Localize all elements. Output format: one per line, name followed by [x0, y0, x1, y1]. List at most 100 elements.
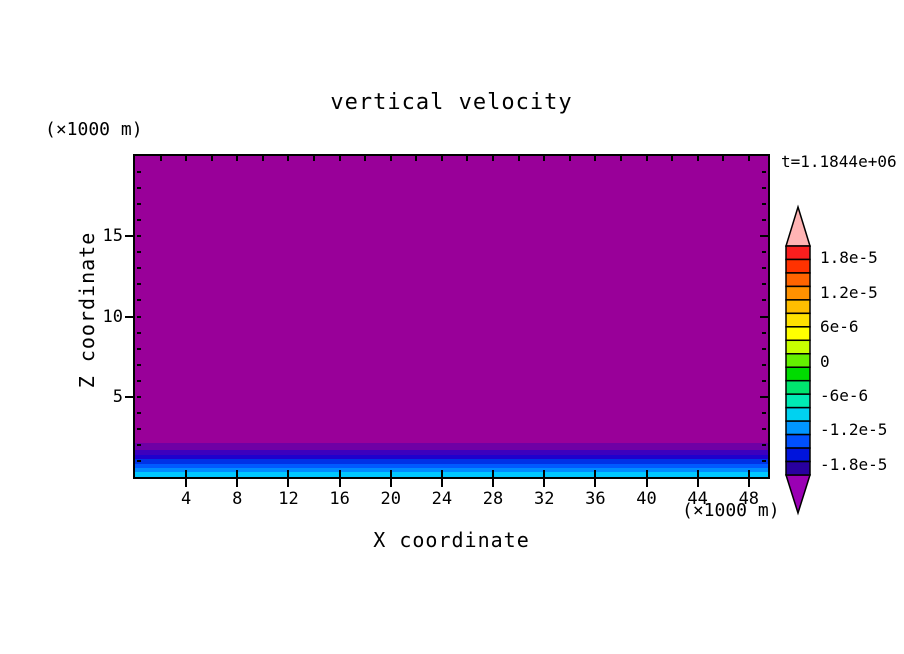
x-major-tick-in	[645, 470, 648, 477]
z-minor-tick-left	[137, 235, 141, 238]
z-minor-tick-right	[762, 443, 766, 446]
z-minor-tick-right	[762, 331, 766, 334]
x-minor-tick-top	[185, 156, 188, 161]
colorbar-tick-label: 1.8e-5	[820, 248, 878, 268]
x-major-tick-out	[389, 479, 392, 487]
x-minor-tick-top	[287, 156, 290, 161]
z-minor-tick-right	[762, 459, 766, 462]
x-tick-label: 44	[687, 489, 708, 509]
z-minor-tick-left	[137, 379, 141, 382]
x-major-tick-out	[594, 479, 597, 487]
z-minor-tick-right	[762, 363, 766, 366]
x-tick-label: 16	[329, 489, 350, 509]
x-tick-label: 4	[181, 489, 192, 509]
field-band	[135, 455, 768, 459]
x-axis-title: X coordinate	[373, 528, 530, 552]
z-minor-tick-left	[137, 187, 141, 190]
colorbar-tick-label: -1.8e-5	[820, 454, 888, 474]
field-band	[135, 468, 768, 472]
z-minor-tick-left	[137, 219, 141, 222]
x-minor-tick-top	[338, 156, 341, 161]
x-major-tick-in	[389, 470, 392, 477]
colorbar-segment	[785, 339, 811, 355]
x-tick-label: 8	[232, 489, 243, 509]
z-axis-unit-label: (×1000 m)	[45, 119, 143, 140]
z-minor-tick-right	[762, 395, 766, 398]
colorbar-over-arrow	[784, 204, 812, 247]
x-minor-tick-top	[568, 156, 571, 161]
colorbar-under-arrow	[784, 474, 812, 516]
z-minor-tick-left	[137, 171, 141, 174]
z-minor-tick-right	[762, 203, 766, 206]
x-minor-tick-top	[492, 156, 495, 161]
x-minor-tick-top	[517, 156, 520, 161]
z-minor-tick-left	[137, 395, 141, 398]
x-minor-tick-top	[645, 156, 648, 161]
x-minor-tick-top	[594, 156, 597, 161]
x-major-tick-in	[747, 470, 750, 477]
z-minor-tick-right	[762, 411, 766, 414]
field-band	[135, 450, 768, 455]
colorbar-segment	[785, 258, 811, 274]
x-minor-tick-top	[210, 156, 213, 161]
x-tick-label: 36	[585, 489, 606, 509]
field-band	[135, 156, 768, 443]
z-minor-tick-right	[762, 427, 766, 430]
z-minor-tick-right	[762, 251, 766, 254]
z-minor-tick-left	[137, 427, 141, 430]
x-major-tick-out	[696, 479, 699, 487]
x-axis-unit-label: (×1000 m)	[682, 500, 780, 521]
field-band	[135, 459, 768, 464]
x-major-tick-in	[185, 470, 188, 477]
field-band	[135, 472, 768, 477]
z-minor-tick-left	[137, 315, 141, 318]
x-minor-tick-top	[671, 156, 674, 161]
x-major-tick-out	[543, 479, 546, 487]
z-minor-tick-left	[137, 459, 141, 462]
time-annotation: t=1.1844e+06	[781, 152, 897, 171]
x-major-tick-in	[236, 470, 239, 477]
z-minor-tick-right	[762, 347, 766, 350]
z-minor-tick-left	[137, 267, 141, 270]
x-major-tick-out	[287, 479, 290, 487]
x-major-tick-in	[492, 470, 495, 477]
colorbar-tick-label: 0	[820, 351, 830, 371]
x-minor-tick-top	[619, 156, 622, 161]
z-minor-tick-left	[137, 411, 141, 414]
z-major-tick-out	[125, 235, 133, 238]
x-tick-label: 24	[431, 489, 453, 509]
z-tick-label: 5	[112, 386, 123, 407]
z-tick-label: 10	[102, 306, 123, 327]
x-minor-tick-top	[389, 156, 392, 161]
x-minor-tick-top	[159, 156, 162, 161]
x-major-tick-in	[440, 470, 443, 477]
colorbar-segment	[785, 285, 811, 301]
x-major-tick-out	[236, 479, 239, 487]
colorbar-segment	[785, 460, 811, 476]
x-tick-label: 20	[380, 489, 401, 509]
colorbar-tick-label: 6e-6	[820, 317, 859, 337]
z-minor-tick-left	[137, 251, 141, 254]
colorbar	[784, 204, 812, 516]
colorbar-segment	[785, 272, 811, 288]
field-band	[135, 443, 768, 450]
z-minor-tick-right	[762, 235, 766, 238]
x-minor-tick-top	[747, 156, 750, 161]
x-major-tick-in	[287, 470, 290, 477]
x-minor-tick-top	[466, 156, 469, 161]
colorbar-segment	[785, 406, 811, 422]
colorbar-tick-label: -1.2e-5	[820, 420, 888, 440]
chart-title: vertical velocity	[330, 90, 573, 115]
colorbar-tick-label: 1.2e-5	[820, 282, 878, 302]
x-major-tick-out	[492, 479, 495, 487]
x-tick-label: 28	[482, 489, 504, 509]
x-tick-label: 32	[533, 489, 555, 509]
x-major-tick-out	[747, 479, 750, 487]
x-minor-tick-top	[313, 156, 316, 161]
z-minor-tick-left	[137, 299, 141, 302]
colorbar-segment	[785, 353, 811, 368]
x-minor-tick-top	[543, 156, 546, 161]
z-minor-tick-left	[137, 347, 141, 350]
x-major-tick-out	[338, 479, 341, 487]
